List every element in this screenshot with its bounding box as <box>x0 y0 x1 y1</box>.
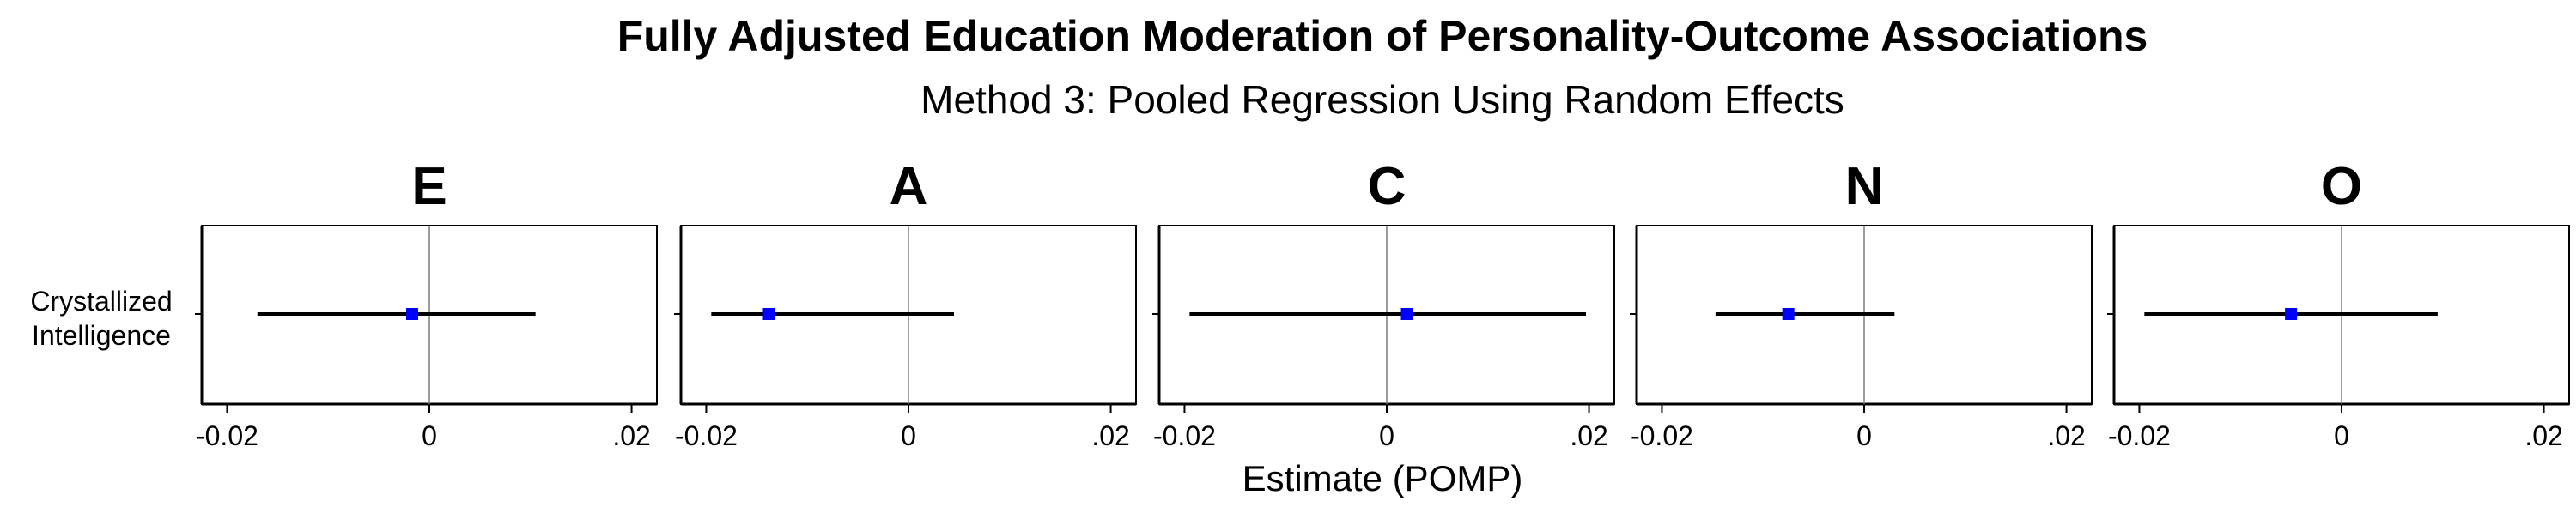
x-tick-label-n-0: -0.02 <box>1631 420 1693 451</box>
point-estimate-a <box>762 308 775 320</box>
x-tick-label-e-1: 0 <box>422 420 437 451</box>
panel-title-e: E <box>411 157 447 216</box>
x-tick-label-o-1: 0 <box>2334 420 2349 451</box>
point-estimate-c <box>1400 308 1413 320</box>
x-tick-label-c-0: -0.02 <box>1153 420 1216 451</box>
x-tick-label-n-1: 0 <box>1856 420 1872 451</box>
point-estimate-n <box>1782 308 1795 320</box>
panel-title-o: O <box>2321 157 2362 216</box>
x-tick-label-o-2: .02 <box>2524 420 2562 451</box>
x-tick-label-c-1: 0 <box>1379 420 1394 451</box>
x-tick-label-e-0: -0.02 <box>196 420 258 451</box>
panel-title-n: N <box>1845 157 1884 216</box>
x-tick-label-a-1: 0 <box>901 420 916 451</box>
panels-layer: E -0.02 0 .02 A -0.02 0 .02 C -0.02 0 .02 N -0.02 0 .02… <box>195 157 2570 451</box>
x-tick-label-a-2: .02 <box>1091 420 1129 451</box>
x-axis-label: Estimate (POMP) <box>1242 458 1523 498</box>
x-tick-label-a-0: -0.02 <box>675 420 738 451</box>
y-category-label-line2: Intelligence <box>32 320 171 351</box>
x-tick-label-o-0: -0.02 <box>2108 420 2171 451</box>
panel-title-c: C <box>1368 157 1406 216</box>
point-estimate-o <box>2285 308 2298 320</box>
y-category-label-line1: Crystallized <box>30 286 172 317</box>
panel-title-a: A <box>890 157 928 216</box>
chart-subtitle: Method 3: Pooled Regression Using Random… <box>920 77 1844 122</box>
x-tick-label-e-2: .02 <box>612 420 650 451</box>
chart-title: Fully Adjusted Education Moderation of P… <box>617 12 2148 60</box>
x-tick-label-n-2: .02 <box>2047 420 2085 451</box>
point-estimate-e <box>405 308 418 320</box>
x-tick-label-c-2: .02 <box>1570 420 1607 451</box>
